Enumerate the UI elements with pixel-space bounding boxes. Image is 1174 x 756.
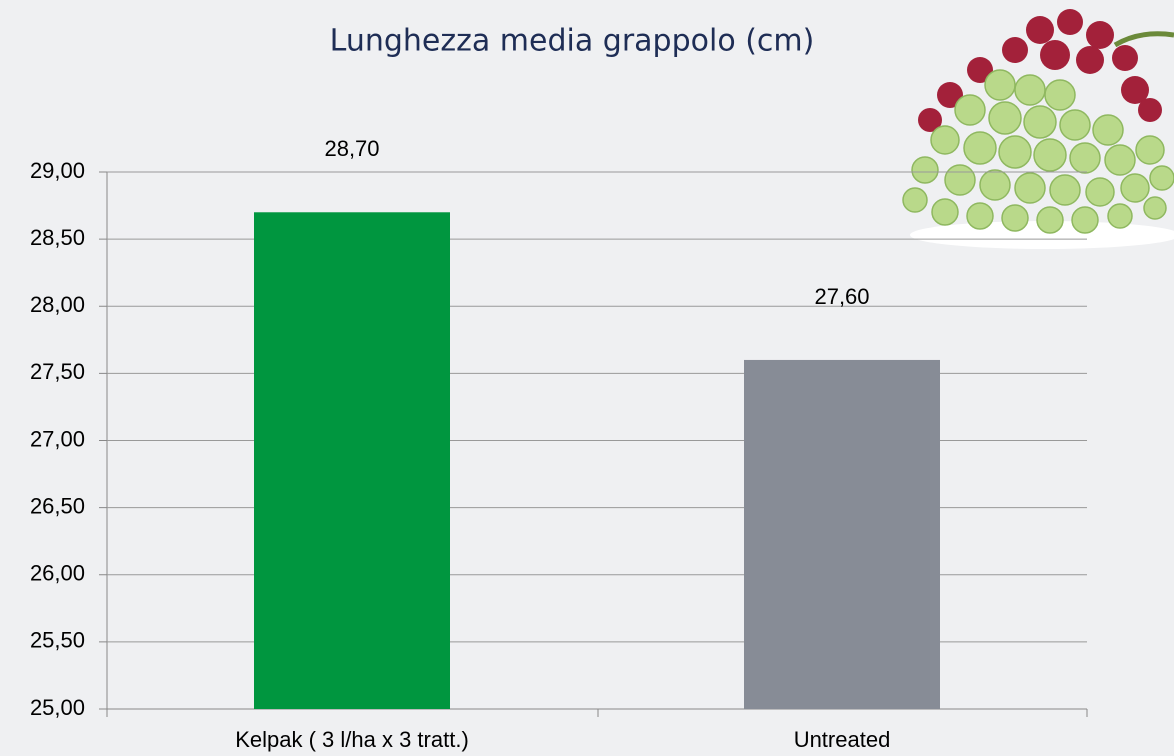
x-tick-label: Untreated bbox=[794, 727, 891, 752]
grapes-illustration bbox=[902, 9, 1174, 249]
y-tick-label: 26,00 bbox=[30, 561, 85, 586]
y-tick-label: 25,00 bbox=[30, 695, 85, 720]
y-tick-label: 25,50 bbox=[30, 628, 85, 653]
y-tick-label: 28,00 bbox=[30, 292, 85, 317]
value-label: 28,70 bbox=[324, 136, 379, 161]
x-tick-label: Kelpak ( 3 l/ha x 3 tratt.) bbox=[235, 727, 469, 752]
chart-title: Lunghezza media grappolo (cm) bbox=[330, 24, 815, 59]
y-tick-label: 28,50 bbox=[30, 225, 85, 250]
bar bbox=[254, 212, 450, 709]
bar bbox=[744, 359, 940, 709]
y-tick-label: 29,00 bbox=[30, 158, 85, 183]
y-tick-label: 27,00 bbox=[30, 426, 85, 451]
y-tick-label: 26,50 bbox=[30, 493, 85, 518]
value-label: 27,60 bbox=[814, 284, 869, 309]
y-tick-label: 27,50 bbox=[30, 359, 85, 384]
